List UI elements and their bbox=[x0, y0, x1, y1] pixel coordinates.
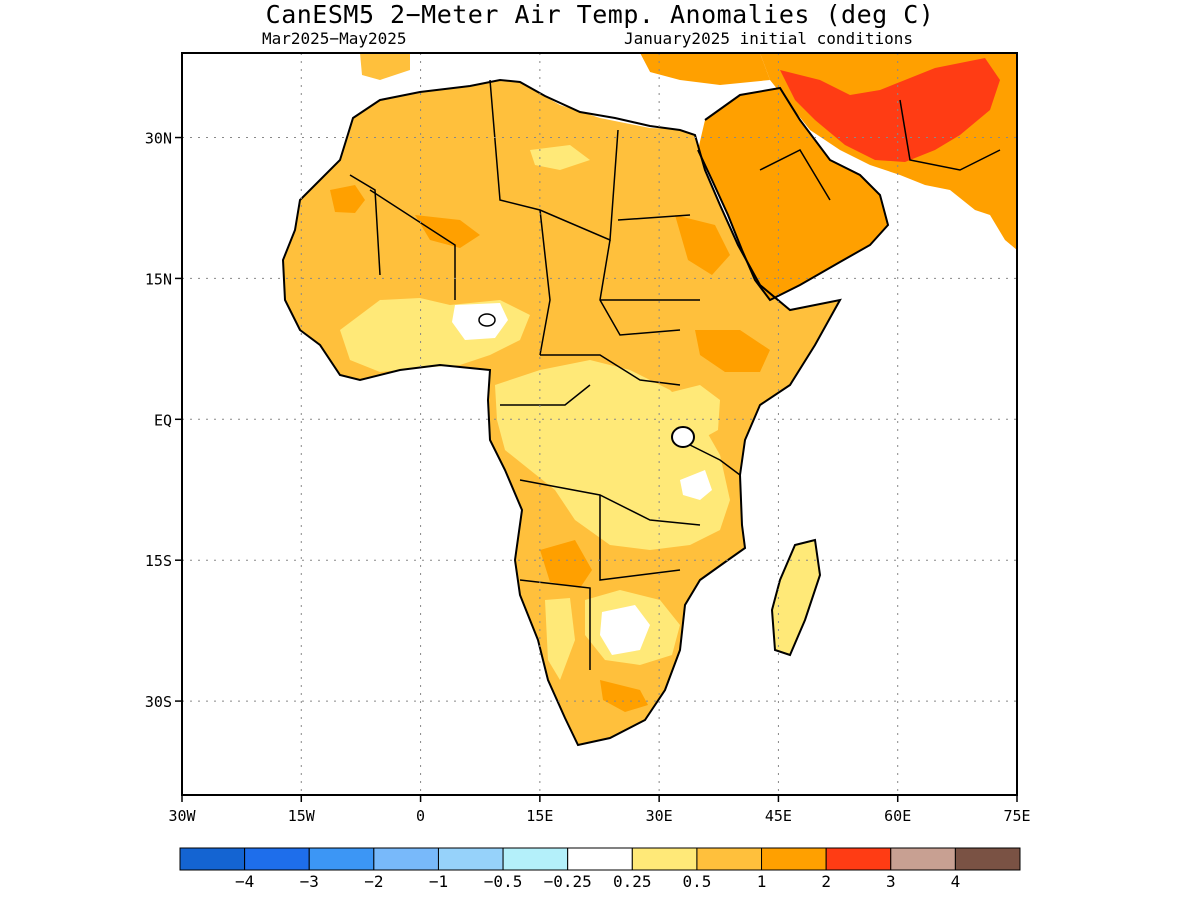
colorbar-label: −3 bbox=[300, 872, 319, 891]
colorbar-swatch bbox=[502, 847, 569, 871]
neutral-med bbox=[410, 53, 700, 130]
lon-tick-label: 45E bbox=[765, 807, 792, 825]
europe-strip bbox=[360, 53, 410, 80]
axis-ticks: 30N 15N EQ 15S 30S 30W 15W 0 15E 30E 45E 60E 75E bbox=[145, 130, 1031, 825]
colorbar-label: 4 bbox=[951, 872, 961, 891]
colorbar-swatch bbox=[179, 847, 246, 871]
neutral-botswana bbox=[600, 605, 650, 655]
arabia-coastline bbox=[697, 86, 890, 302]
colorbar-label: −2 bbox=[364, 872, 383, 891]
map-title: CanESM5 2−Meter Air Temp. Anomalies (deg… bbox=[265, 0, 935, 29]
colorbar-label: 0.25 bbox=[613, 872, 652, 891]
colorbar-swatch bbox=[890, 847, 956, 871]
forecast-period: Mar2025−May2025 bbox=[262, 29, 407, 48]
lake-victoria bbox=[671, 426, 695, 448]
lat-tick-label: 30N bbox=[145, 130, 172, 148]
lon-tick-label: 60E bbox=[884, 807, 911, 825]
initial-conditions: January2025 initial conditions bbox=[624, 29, 913, 48]
colorbar-swatch bbox=[567, 847, 633, 871]
patch-sahara-w bbox=[330, 185, 365, 213]
patch-sa bbox=[600, 680, 648, 712]
colorbar-swatch bbox=[373, 847, 439, 871]
colorbar-label: −1 bbox=[429, 872, 448, 891]
lon-tick-label: 75E bbox=[1003, 807, 1030, 825]
colorbar-swatch bbox=[761, 847, 827, 871]
lon-tick-label: 30W bbox=[168, 807, 196, 825]
colorbar-swatch bbox=[631, 847, 698, 871]
patch-sahara-c bbox=[415, 215, 480, 248]
turkey-strip bbox=[640, 53, 770, 85]
lat-tick-label: 30S bbox=[145, 693, 172, 711]
lat-tick-label: 15N bbox=[145, 270, 172, 288]
neutral-tanzania bbox=[680, 470, 712, 500]
colorbar-label: 2 bbox=[821, 872, 831, 891]
colorbar-label: −0.25 bbox=[544, 872, 592, 891]
colorbar: −4 −3 −2 −1 −0.5 −0.25 0.25 0.5 1 2 3 4 bbox=[179, 847, 1021, 891]
colorbar-label: −0.5 bbox=[484, 872, 523, 891]
patch-sudan bbox=[675, 215, 730, 275]
colorbar-swatch bbox=[308, 847, 375, 871]
patch-horn bbox=[695, 330, 770, 372]
colorbar-swatch bbox=[954, 847, 1021, 871]
colorbar-label: 3 bbox=[886, 872, 896, 891]
colorbar-swatch bbox=[696, 847, 763, 871]
arabia-landmass bbox=[698, 88, 888, 300]
lat-tick-label: 15S bbox=[145, 552, 172, 570]
colorbar-swatch bbox=[825, 847, 892, 871]
light-namibia bbox=[545, 598, 575, 680]
lat-tick-label: EQ bbox=[154, 411, 172, 429]
lake-chad bbox=[478, 313, 496, 327]
lon-tick-label: 30E bbox=[646, 807, 673, 825]
colorbar-label: −4 bbox=[235, 872, 254, 891]
hotspot-iran bbox=[780, 58, 1000, 162]
lon-tick-label: 0 bbox=[416, 807, 425, 825]
light-east-africa bbox=[660, 385, 720, 440]
colorbar-label: 1 bbox=[757, 872, 767, 891]
colorbar-label: 0.5 bbox=[682, 872, 711, 891]
colorbar-swatch bbox=[437, 847, 504, 871]
lon-tick-label: 15E bbox=[526, 807, 553, 825]
map-frame bbox=[181, 52, 1018, 796]
madagascar bbox=[772, 540, 820, 655]
lon-tick-label: 15W bbox=[288, 807, 316, 825]
graticule bbox=[182, 53, 1017, 795]
colorbar-swatch bbox=[244, 847, 310, 871]
africa-coastline bbox=[281, 78, 842, 747]
patch-angola bbox=[540, 540, 592, 588]
country-borders bbox=[349, 79, 1001, 670]
map-layer bbox=[182, 53, 1017, 795]
madagascar-coast bbox=[770, 538, 822, 657]
light-sahara-n bbox=[530, 145, 590, 170]
